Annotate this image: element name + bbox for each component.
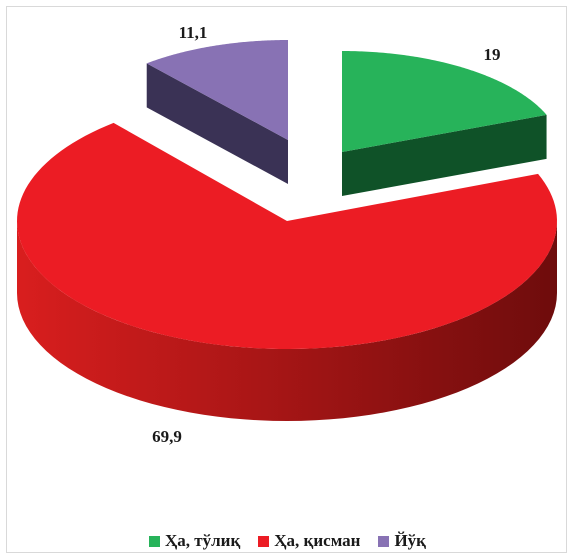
legend-item-no: Йўқ xyxy=(378,531,426,551)
legend-label: Ҳа, тўлиқ xyxy=(165,531,241,550)
legend-label: Йўқ xyxy=(394,531,426,550)
data-labels: 11,1 19 69,9 xyxy=(152,23,500,446)
legend-item-full: Ҳа, тўлиқ xyxy=(149,531,240,551)
pie-sides xyxy=(17,63,557,421)
pie-tops xyxy=(17,40,557,349)
data-label-no: 11,1 xyxy=(179,23,208,42)
legend-swatch xyxy=(149,535,161,547)
slice-full xyxy=(342,51,547,152)
slice-no xyxy=(146,40,288,140)
slice-partial-side xyxy=(17,221,557,421)
slice-partial xyxy=(17,122,557,349)
data-label-full: 19 xyxy=(484,45,501,64)
slice-full-wall xyxy=(342,114,547,196)
legend-swatch xyxy=(378,535,390,547)
slice-no-wall xyxy=(146,63,288,184)
legend: Ҳа, тўлиқ Ҳа, қисман Йўқ xyxy=(0,531,575,551)
legend-label: Ҳа, қисман xyxy=(274,531,361,550)
legend-swatch xyxy=(258,535,270,547)
data-label-partial: 69,9 xyxy=(152,427,182,446)
legend-item-partial: Ҳа, қисман xyxy=(258,531,360,551)
